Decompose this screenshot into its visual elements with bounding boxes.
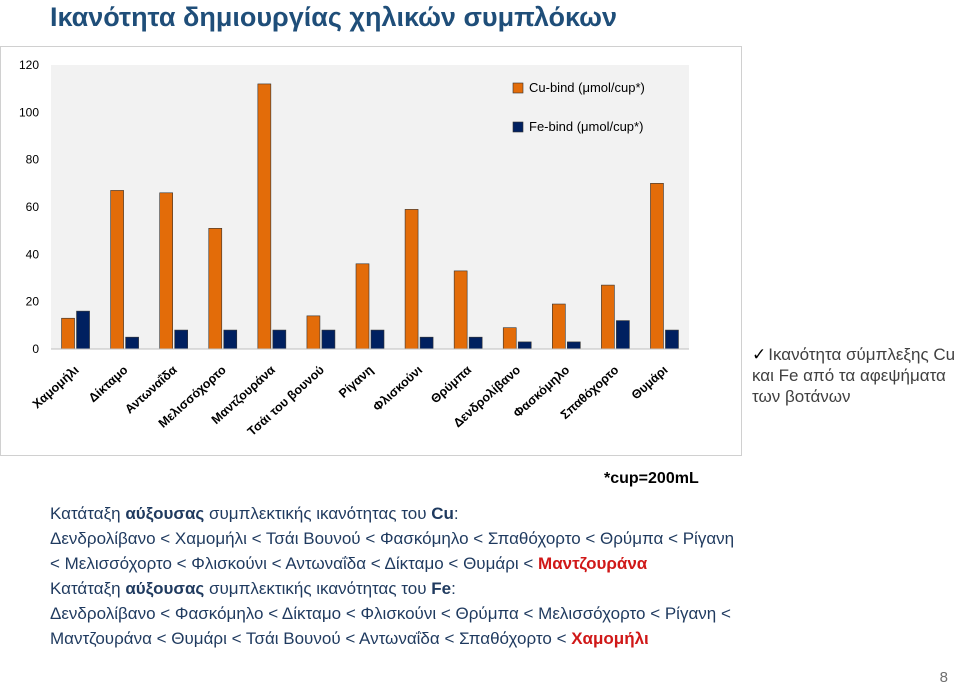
cu-ranking-line-2: < Μελισσόχορτο < Φλισκούνι < Αντωναΐδα <…	[50, 551, 950, 576]
fe-bar	[468, 336, 483, 350]
cu-colon: :	[453, 504, 459, 523]
fe-bar	[419, 336, 434, 350]
fe-bar	[76, 310, 90, 350]
x-tick-label: Χαμομήλι	[30, 362, 82, 411]
fe-heading-suffix: συμπλεκτικής ικανότητας του	[204, 579, 432, 598]
fe-ranking-heading: Κατάταξη αύξουσας συμπλεκτικής ικανότητα…	[50, 576, 950, 601]
fe-bar	[616, 320, 630, 350]
legend-swatch-cu	[512, 82, 524, 94]
fe-bar	[665, 329, 679, 350]
y-tick-label: 40	[26, 247, 40, 261]
y-tick-label: 20	[26, 295, 40, 309]
fe-line2-text: Μαντζουράνα < Θυμάρι < Τσάι Βουνού < Αντ…	[50, 629, 572, 648]
cu-bar	[257, 83, 272, 350]
cu-bar	[404, 209, 419, 350]
fe-element: Fe	[431, 579, 452, 598]
cu-line2-text: < Μελισσόχορτο < Φλισκούνι < Αντωναΐδα <…	[50, 554, 539, 573]
y-tick-label: 120	[19, 58, 39, 72]
legend-label-fe: Fe-bind (μmol/cup*)	[529, 119, 643, 134]
y-tick-label: 100	[19, 105, 39, 119]
cu-element: Cu	[431, 504, 454, 523]
fe-heading-bold: αύξουσας	[125, 579, 205, 598]
cu-ranking-heading: Κατάταξη αύξουσας συμπλεκτικής ικανότητα…	[50, 501, 950, 526]
cu-bar	[453, 270, 468, 350]
legend-swatch-fe	[512, 121, 524, 133]
cu-bar	[159, 192, 173, 350]
fe-bar	[517, 341, 532, 350]
cu-bar	[61, 317, 75, 350]
cu-heading-bold: αύξουσας	[125, 504, 205, 523]
fe-bar	[321, 329, 336, 350]
cu-bar	[355, 263, 370, 350]
cu-ranking-line-1: Δενδρολίβανο < Χαμομήλι < Τσάι Βουνού < …	[50, 529, 735, 548]
x-tick-label: Ρίγανη	[336, 363, 376, 401]
y-tick-label: 80	[26, 153, 40, 167]
cu-bar	[601, 284, 615, 350]
cu-bar	[552, 303, 566, 350]
fe-bar	[223, 329, 238, 350]
check-icon: ✓	[752, 345, 767, 364]
fe-bar	[174, 329, 188, 350]
ranking-text: Κατάταξη αύξουσας συμπλεκτικής ικανότητα…	[50, 501, 950, 651]
cu-heading-suffix: συμπλεκτικής ικανότητας του	[204, 504, 432, 523]
page-number: 8	[939, 669, 948, 686]
x-tick-label: Θρύμπα	[428, 363, 474, 407]
fe-colon: :	[451, 579, 456, 598]
cup-footnote: *cup=200mL	[604, 470, 699, 487]
fe-bar	[567, 341, 581, 350]
x-tick-label: Δίκταμο	[86, 363, 131, 406]
fe-ranking-line-2: Μαντζουράνα < Θυμάρι < Τσάι Βουνού < Αντ…	[50, 626, 950, 651]
side-note-text: Ικανότητα σύμπλεξης Cu και Fe από τα αφε…	[752, 345, 956, 406]
y-tick-label: 60	[26, 200, 40, 214]
x-tick-label: Θυμάρι	[629, 362, 671, 402]
cu-bar	[208, 228, 223, 350]
x-tick-label: Φλισκούνι	[370, 362, 425, 414]
fe-highlight: Χαμομήλι	[571, 629, 649, 648]
fe-bar	[272, 329, 287, 350]
slide-title: Ικανότητα δημιουργίας χηλικών συμπλόκων	[50, 2, 617, 32]
cu-bar	[110, 190, 124, 350]
cu-bar	[650, 183, 664, 350]
cu-heading-prefix: Κατάταξη	[50, 504, 126, 523]
fe-bar	[370, 329, 385, 350]
side-note: ✓ Ικανότητα σύμπλεξης Cu και Fe από τα αφ…	[752, 344, 960, 407]
y-tick-label: 0	[32, 342, 39, 356]
cu-bar	[502, 327, 517, 350]
cu-highlight: Μαντζουράνα	[538, 554, 648, 573]
cu-bar	[306, 315, 321, 350]
legend-label-cu: Cu-bind (μmol/cup*)	[529, 80, 645, 95]
fe-bar	[125, 336, 139, 350]
fe-heading-prefix: Κατάταξη	[50, 579, 126, 598]
chart-container: 0 20 40 60 80 100 120 Χαμομήλι Δίκταμο Αντωναΐδα Μ…	[0, 46, 742, 456]
plot-area	[51, 65, 689, 349]
fe-ranking-line-1: Δενδρολίβανο < Φασκόμηλο < Δίκταμο < Φλι…	[50, 604, 731, 623]
